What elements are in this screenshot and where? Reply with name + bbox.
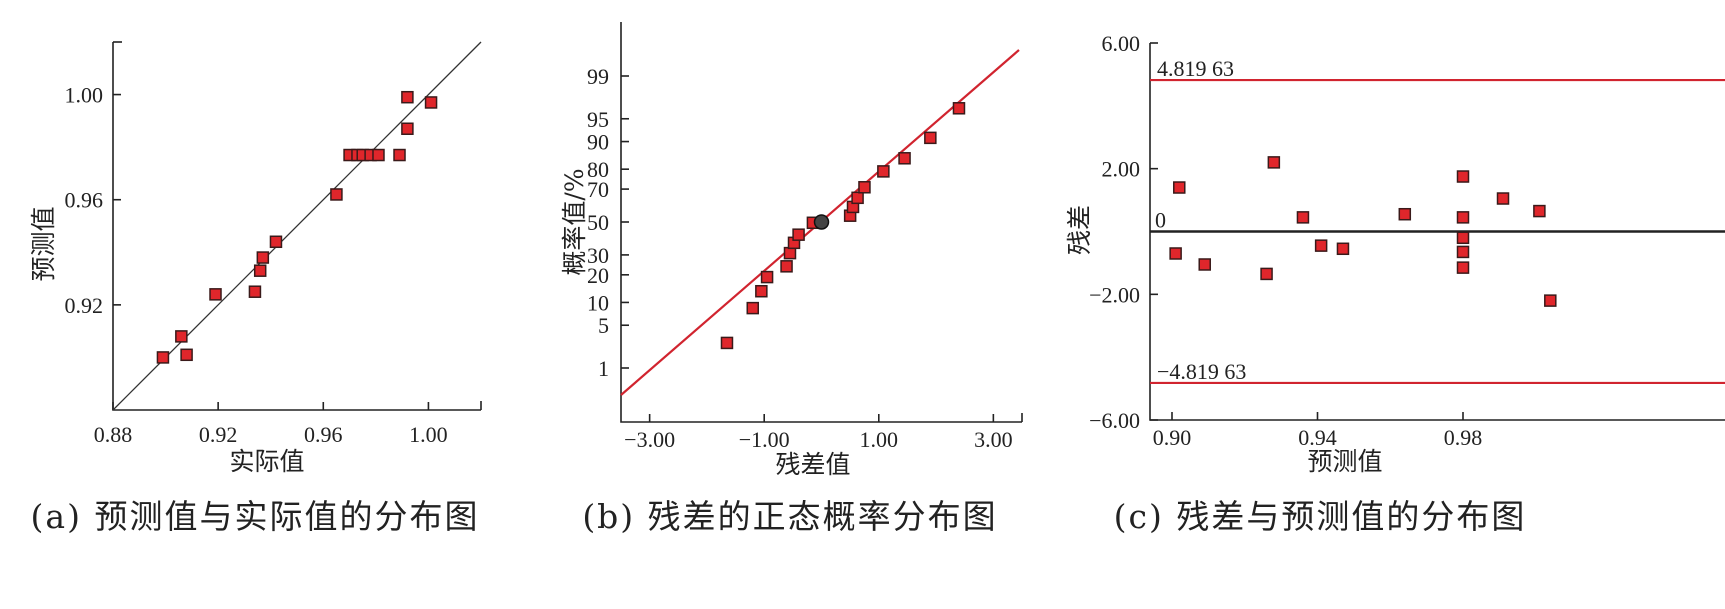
data-point — [269, 235, 283, 249]
data-point — [1173, 181, 1186, 194]
data-point — [1496, 192, 1510, 205]
x-tick-label: 0.88 — [94, 422, 133, 447]
data-point — [851, 191, 864, 205]
data-point — [898, 152, 911, 165]
data-point — [1456, 211, 1470, 224]
y-tick-label: 1 — [598, 356, 609, 381]
data-point — [1456, 245, 1470, 259]
y-tick-label: 0.92 — [65, 293, 104, 318]
highlight-point — [813, 214, 830, 230]
data-point — [720, 336, 734, 350]
data-point — [952, 102, 966, 115]
data-point — [924, 131, 937, 145]
axis-frame — [620, 22, 1022, 423]
data-point — [372, 148, 385, 162]
x-tick-label: 3.00 — [974, 427, 1013, 452]
data-point — [1260, 267, 1273, 281]
data-point — [180, 348, 193, 362]
caption-b: (b) 残差的正态概率分布图 — [582, 497, 997, 536]
y-tick-label: 6.00 — [1102, 31, 1141, 56]
upper-limit-label: 4.819 63 — [1157, 56, 1234, 81]
data-point — [1456, 261, 1470, 274]
data-point — [792, 228, 805, 241]
x-tick-label: 1.00 — [860, 427, 899, 452]
data-point — [1398, 207, 1412, 221]
data-point — [1296, 211, 1310, 224]
y-tick-label: −6.00 — [1089, 408, 1140, 433]
data-point — [746, 301, 760, 315]
y-tick-label: 95 — [587, 107, 609, 132]
data-point — [1544, 294, 1557, 307]
y-tick-label: 10 — [587, 290, 609, 315]
panel-c-residual-vs-predicted: 0.90 0.94 0.98 6.00 2.00 −2.00 −6.00 0 4.819 63 −… — [1065, 31, 1725, 536]
y-tick-label: 30 — [587, 243, 609, 268]
y-tick-label: −2.00 — [1089, 282, 1140, 307]
x-tick-label: 0.96 — [304, 422, 343, 447]
y-tick-label: 70 — [587, 177, 609, 202]
data-point — [783, 246, 797, 260]
x-tick-label: 1.00 — [409, 422, 448, 447]
data-point — [1456, 170, 1470, 183]
data-point — [1336, 242, 1350, 256]
reference-line — [112, 41, 482, 411]
data-point — [424, 96, 438, 109]
data-point — [401, 90, 414, 104]
data-point — [1169, 247, 1182, 260]
y-tick-label: 80 — [587, 157, 609, 182]
data-point — [209, 288, 222, 301]
data-point — [175, 330, 188, 343]
y-axis-label: 预测值 — [29, 206, 58, 281]
x-axis-label: 实际值 — [229, 447, 304, 476]
data-point — [780, 260, 793, 273]
data-point — [1456, 231, 1470, 245]
x-axis-label: 残差值 — [775, 450, 850, 479]
y-tick-label: 90 — [587, 130, 609, 155]
x-tick-label: 0.94 — [1298, 425, 1337, 450]
data-point — [1314, 239, 1328, 252]
y-tick-label: 50 — [587, 210, 609, 235]
data-point — [755, 284, 768, 298]
y-tick-label: 5 — [598, 313, 609, 338]
y-tick-label: 20 — [587, 263, 609, 288]
caption-c: (c) 残差与预测值的分布图 — [1114, 497, 1527, 536]
data-point — [253, 264, 267, 277]
caption-a: (a) 预测值与实际值的分布图 — [31, 497, 480, 536]
x-tick-label: 0.98 — [1444, 425, 1483, 450]
x-tick-label: −1.00 — [739, 427, 790, 452]
y-axis-label: 残差 — [1065, 205, 1094, 255]
data-point — [248, 285, 262, 298]
y-tick-label: 0.96 — [65, 188, 104, 213]
lower-limit-label: −4.819 63 — [1157, 359, 1246, 384]
data-point — [256, 251, 270, 264]
x-tick-label: 0.92 — [199, 422, 238, 447]
data-point — [330, 188, 343, 201]
zero-label: 0 — [1155, 208, 1166, 233]
data-point — [393, 148, 406, 162]
data-point — [877, 165, 890, 178]
x-tick-label: 0.90 — [1153, 425, 1192, 450]
x-axis-label: 预测值 — [1307, 447, 1382, 476]
data-point — [858, 181, 871, 194]
data-point — [156, 351, 170, 364]
y-tick-label: 2.00 — [1102, 157, 1141, 182]
y-axis-label: 概率值/% — [560, 168, 589, 275]
data-point — [760, 270, 774, 284]
data-point — [401, 122, 414, 135]
data-point — [1533, 204, 1546, 218]
y-tick-label: 1.00 — [65, 83, 104, 108]
data-point — [1267, 156, 1281, 169]
data-point — [1198, 258, 1211, 271]
y-tick-label: 99 — [587, 64, 609, 89]
panel-a-predicted-vs-actual: 0.88 0.92 0.96 1.00 0.92 0.96 1.00 实际值 预测值 (a) 预测… — [29, 41, 482, 536]
x-tick-label: −3.00 — [624, 427, 675, 452]
